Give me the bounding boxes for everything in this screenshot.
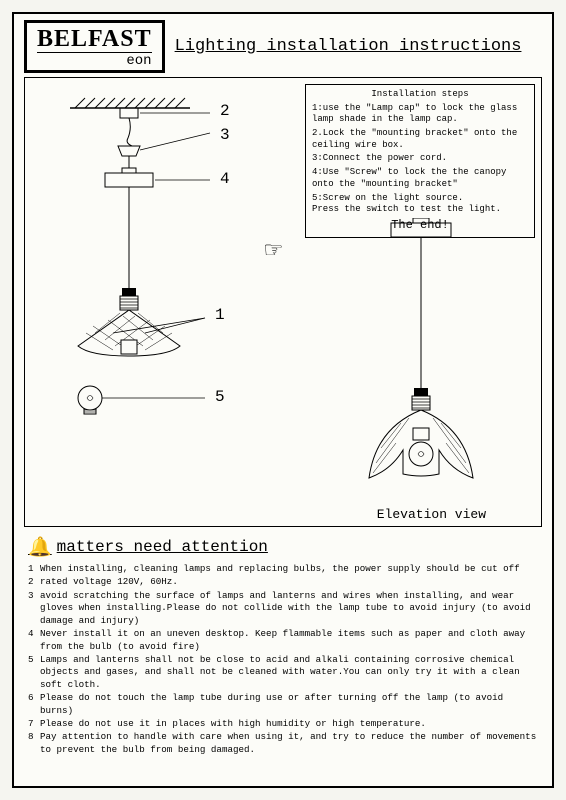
step-3: 3:Connect the power cord. <box>312 153 528 165</box>
step-2: 2.Lock the "mounting bracket" onto the c… <box>312 128 528 151</box>
attention-section: 🔔 matters need attention 1When installin… <box>28 535 538 756</box>
attention-item: 2rated voltage 120V, 60Hz. <box>28 576 538 588</box>
brand-name: BELFAST <box>37 27 152 51</box>
steps-heading: Installation steps <box>312 89 528 101</box>
step-5: 5:Screw on the light source. Press the s… <box>312 193 528 216</box>
step-4: 4:Use "Screw" to lock the the canopy ont… <box>312 167 528 190</box>
attention-item: 4Never install it on an uneven desktop. … <box>28 628 538 653</box>
brand-subtitle: eon <box>37 52 152 68</box>
attention-item: 6Please do not touch the lamp tube durin… <box>28 692 538 717</box>
installation-steps-box: Installation steps 1:use the "Lamp cap" … <box>305 84 535 238</box>
callout-1: 1 <box>215 306 225 324</box>
attention-item: 8Pay attention to handle with care when … <box>28 731 538 756</box>
diagram-area: Installation steps 1:use the "Lamp cap" … <box>24 77 542 527</box>
attention-item: 7Please do not use it in places with hig… <box>28 718 538 730</box>
step-1: 1:use the "Lamp cap" to lock the glass l… <box>312 103 528 126</box>
page-title: Lighting installation instructions <box>175 37 522 56</box>
attention-item: 1When installing, cleaning lamps and rep… <box>28 563 538 575</box>
callout-4: 4 <box>220 170 230 188</box>
callout-2: 2 <box>220 102 230 120</box>
exploded-diagram <box>40 88 240 418</box>
header: BELFAST eon Lighting installation instru… <box>14 14 552 77</box>
attention-item: 5Lamps and lanterns shall not be close t… <box>28 654 538 691</box>
attention-title-text: matters need attention <box>57 538 268 556</box>
attention-item: 3avoid scratching the surface of lamps a… <box>28 590 538 627</box>
callout-3: 3 <box>220 126 230 144</box>
brand-box: BELFAST eon <box>24 20 165 73</box>
elevation-label: Elevation view <box>377 507 486 522</box>
bell-icon: 🔔 <box>28 535 52 559</box>
attention-list: 1When installing, cleaning lamps and rep… <box>28 563 538 756</box>
pointing-hand-icon: ☞ <box>265 233 282 268</box>
callout-5: 5 <box>215 388 225 406</box>
page-frame: BELFAST eon Lighting installation instru… <box>12 12 554 788</box>
attention-title: 🔔 matters need attention <box>28 535 538 559</box>
elevation-diagram <box>341 218 501 498</box>
